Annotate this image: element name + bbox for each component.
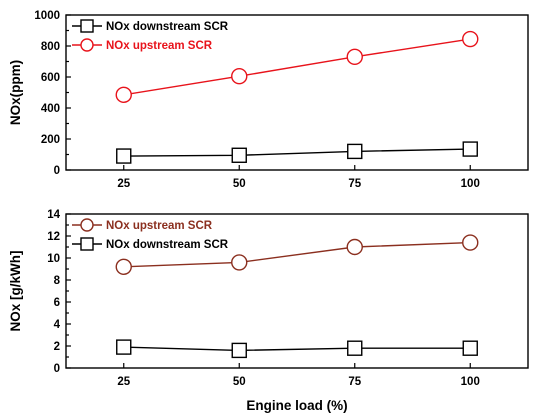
y-tick-label: 2: [54, 341, 60, 353]
y-axis-label: NOx(ppm): [8, 60, 23, 125]
data-point: [462, 30, 479, 48]
x-tick-label: 25: [117, 376, 130, 388]
data-point: [231, 342, 247, 359]
x-tick-label: 25: [117, 178, 130, 190]
legend-label: NOx upstream SCR: [106, 40, 213, 52]
y-tick-label: 800: [41, 41, 60, 53]
y-tick-label: 4: [54, 319, 61, 331]
series-line: [123, 241, 471, 268]
x-axis-label: Engine load (%): [246, 398, 347, 413]
y-tick-label: 0: [54, 165, 60, 177]
y-axis-label: NOx [g/kWh]: [8, 251, 23, 332]
x-tick-label: 75: [348, 376, 361, 388]
data-point: [462, 340, 478, 356]
data-point: [462, 234, 479, 251]
y-tick-label: 600: [41, 72, 60, 84]
y-tick-label: 200: [41, 134, 60, 146]
data-point: [231, 68, 248, 85]
x-tick-label: 75: [348, 178, 361, 190]
plot-frame-2: [65, 213, 529, 369]
y-tick-label: 8: [54, 275, 61, 287]
data-point: [115, 86, 132, 104]
data-point: [347, 340, 363, 356]
data-point: [231, 254, 248, 271]
legend-marker: [80, 237, 94, 251]
data-point: [462, 141, 478, 157]
x-tick-label: 50: [233, 178, 246, 190]
legend-label: NOx upstream SCR: [106, 220, 213, 232]
legend-marker: [80, 218, 94, 232]
y-tick-label: 0: [54, 363, 60, 375]
data-point: [347, 143, 363, 160]
data-point: [116, 148, 132, 164]
data-point: [346, 238, 363, 256]
legend-marker: [80, 38, 94, 52]
legend-label: NOx downstream SCR: [106, 21, 229, 33]
data-point: [115, 258, 132, 275]
data-point: [231, 147, 247, 163]
data-point: [346, 48, 363, 66]
y-tick-label: 6: [54, 297, 60, 309]
y-tick-label: 12: [47, 231, 60, 243]
data-point: [116, 339, 132, 355]
series-line: [123, 346, 471, 352]
x-tick-label: 100: [461, 376, 480, 388]
y-tick-label: 14: [47, 209, 60, 221]
x-tick-label: 100: [461, 178, 480, 190]
y-tick-label: 10: [47, 253, 60, 265]
x-tick-label: 50: [233, 376, 246, 388]
y-tick-label: 400: [41, 103, 60, 115]
series-line: [123, 148, 471, 157]
series-line: [123, 38, 471, 96]
legend-marker: [80, 19, 94, 33]
legend-label: NOx downstream SCR: [106, 239, 229, 251]
y-tick-label: 1000: [34, 10, 60, 22]
